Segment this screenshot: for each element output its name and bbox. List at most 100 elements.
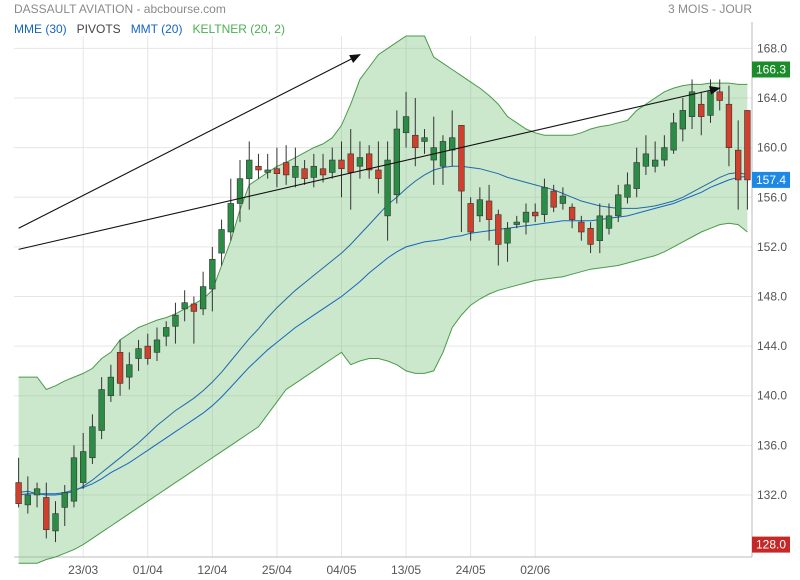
x-tick-label: 02/06: [520, 563, 550, 577]
y-tick-label: 160.0: [757, 141, 787, 155]
candle-body: [485, 200, 493, 220]
candle-body: [735, 149, 742, 181]
candle-body: [541, 187, 548, 215]
candle-body: [329, 159, 336, 173]
candle-body: [504, 227, 511, 244]
indicator-legend: MME (30) PIVOTS MMT (20) KELTNER (20, 2): [14, 22, 285, 36]
candle-body: [144, 345, 151, 359]
keltner-upper-line: [18, 35, 748, 391]
candle-body: [98, 389, 105, 431]
y-tick-label: 152.0: [757, 240, 787, 254]
candle-body: [273, 168, 281, 174]
candle-body: [670, 122, 677, 151]
candle-body: [725, 103, 733, 148]
candle-body: [513, 221, 520, 225]
candle-body: [264, 169, 271, 173]
candle-body: [458, 125, 465, 192]
y-tick-label: 168.0: [757, 41, 787, 55]
candle-body: [116, 352, 124, 384]
keltner-lower-line: [18, 222, 748, 564]
candle-body: [578, 221, 585, 233]
candle-body: [402, 116, 410, 134]
candle-body: [52, 513, 59, 532]
x-tick-label: 24/05: [456, 563, 486, 577]
candle-body: [744, 110, 751, 181]
price-badge-label: 128.0: [756, 538, 786, 552]
candle-body: [633, 162, 640, 189]
x-tick-label: 12/04: [197, 563, 227, 577]
candle-body: [384, 159, 391, 217]
trendline-arrow: [18, 86, 721, 250]
price-badge: [752, 171, 790, 188]
x-tick-label: 04/05: [326, 563, 356, 577]
candle-body: [107, 376, 115, 397]
legend-mme30[interactable]: MME (30): [14, 22, 67, 36]
candle-body: [181, 302, 188, 310]
candle-body: [375, 169, 382, 179]
candle-body: [163, 327, 170, 337]
candle-body: [190, 303, 198, 312]
candle-body: [624, 184, 631, 198]
candle-body: [476, 199, 484, 217]
candle-body: [347, 153, 354, 173]
candle-body: [292, 165, 299, 178]
candle-body: [227, 203, 234, 233]
candle-body: [688, 91, 696, 117]
candle-body: [550, 190, 557, 208]
price-badge: [752, 61, 790, 78]
candle-body: [568, 206, 576, 220]
price-badge-label: 157.4: [756, 173, 786, 187]
x-tick-label: 23/03: [68, 563, 98, 577]
candle-body: [246, 159, 253, 179]
candle-body: [642, 153, 650, 167]
candle-body: [596, 215, 603, 241]
y-tick-label: 132.0: [757, 488, 787, 502]
candle-body: [698, 103, 705, 117]
candle-body: [255, 165, 262, 171]
candle-body: [24, 494, 31, 506]
candle-body: [707, 91, 714, 116]
candle-body: [559, 195, 567, 204]
y-tick-label: 136.0: [757, 438, 787, 452]
candle-body: [679, 110, 686, 130]
candle-body: [172, 314, 179, 327]
candle-body: [532, 211, 539, 217]
candle-body: [661, 147, 668, 161]
candle-body: [449, 137, 456, 151]
y-tick-label: 144.0: [757, 339, 787, 353]
candle-body: [135, 348, 142, 359]
candle-body: [338, 159, 345, 170]
candle-body: [310, 165, 317, 178]
x-tick-label: 01/04: [133, 563, 163, 577]
candle-body: [61, 492, 68, 508]
candle-body: [43, 497, 50, 531]
candle-body: [356, 157, 364, 167]
trendline-arrow: [18, 54, 361, 229]
price-badge-label: 166.3: [756, 62, 786, 76]
candle-body: [615, 194, 622, 217]
legend-keltner[interactable]: KELTNER (20, 2): [192, 22, 285, 36]
candle-body: [33, 488, 41, 496]
period-label[interactable]: 3 MOIS - JOUR: [667, 2, 752, 16]
candle-body: [495, 214, 502, 245]
legend-mmt20[interactable]: MMT (20): [130, 22, 183, 36]
candle-body: [15, 482, 22, 504]
price-badge: [752, 536, 790, 553]
candle-body: [282, 162, 290, 176]
y-tick-label: 156.0: [757, 190, 787, 204]
chart-title: DASSAULT AVIATION - abcbourse.com: [14, 2, 226, 16]
candle-body: [199, 286, 207, 310]
x-tick-label: 13/05: [391, 563, 421, 577]
candle-body: [236, 178, 244, 204]
candle-body: [80, 451, 87, 483]
candle-body: [366, 153, 373, 171]
legend-pivots[interactable]: PIVOTS: [76, 22, 121, 36]
candle-body: [651, 159, 659, 167]
candle-body: [587, 227, 594, 245]
candle-body: [421, 137, 428, 142]
candle-body: [209, 258, 216, 290]
candle-body: [467, 203, 474, 233]
candle-body: [89, 426, 96, 459]
candle-body: [301, 168, 308, 179]
